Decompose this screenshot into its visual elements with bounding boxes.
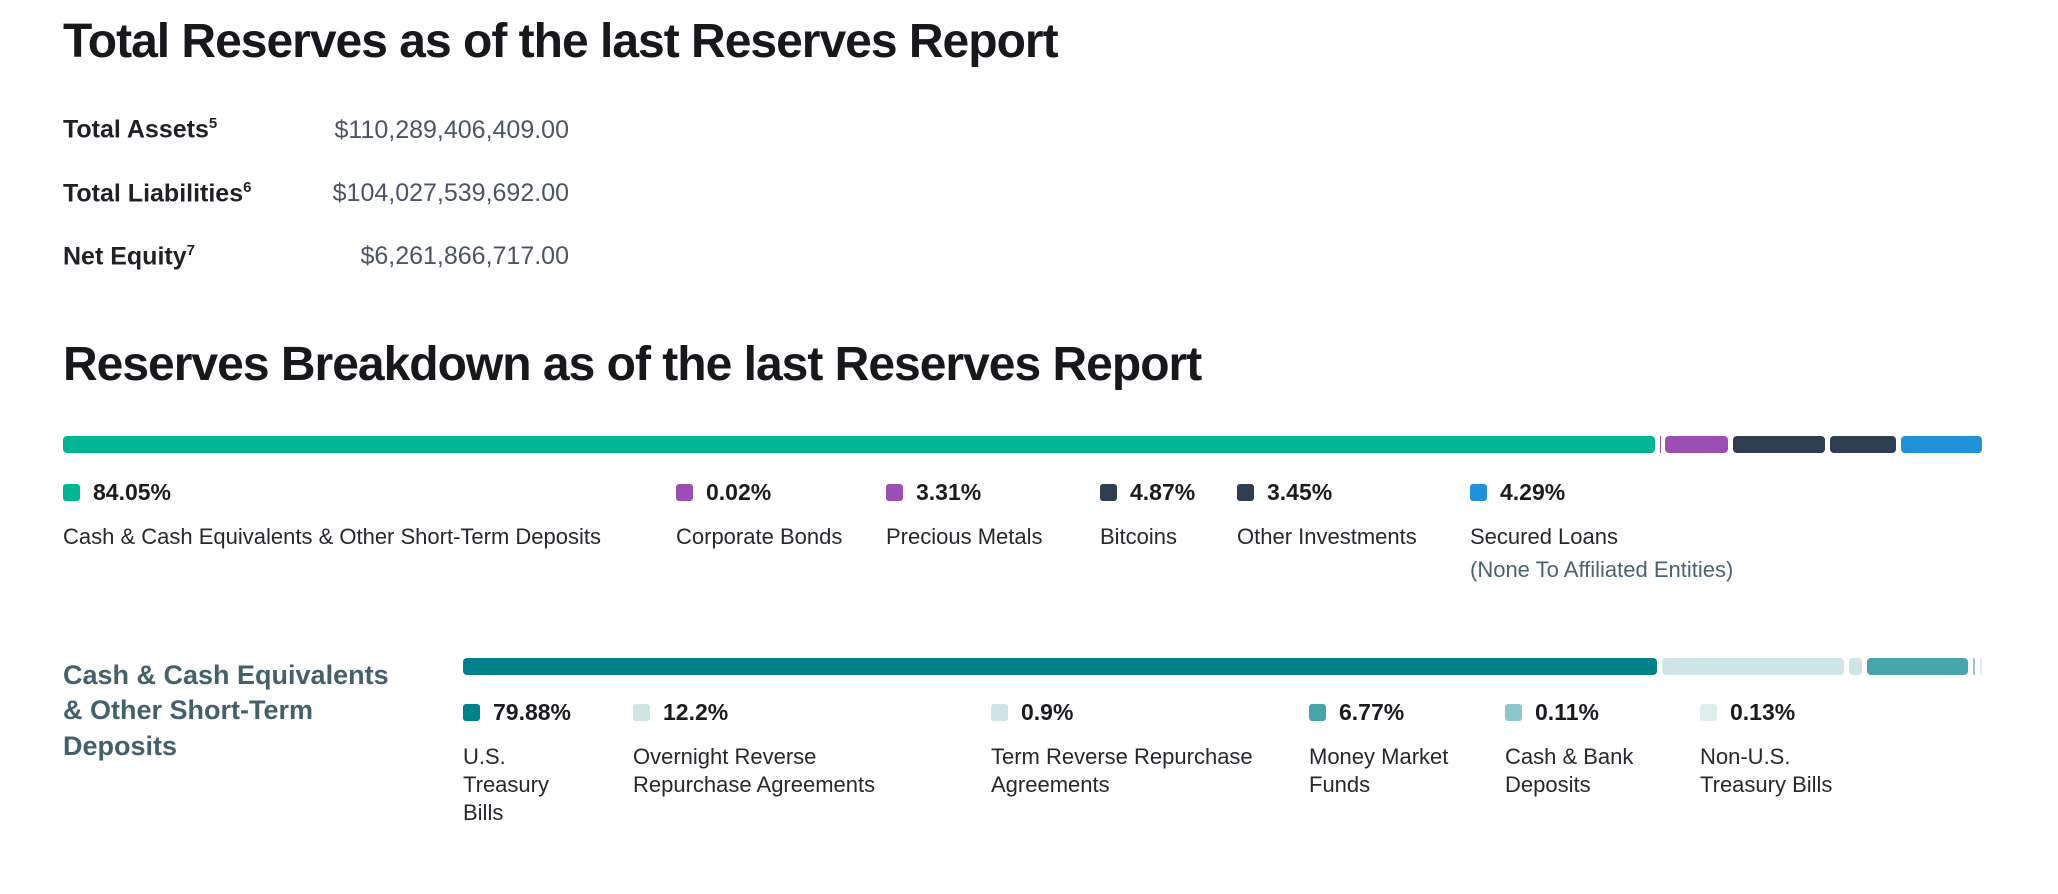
legend-percent: 0.13% bbox=[1730, 698, 1796, 725]
total-assets-label: Total Assets5 bbox=[63, 115, 218, 144]
net-equity-label: Net Equity7 bbox=[63, 241, 195, 271]
legend-item-overnight-reverse-repo: 12.2% Overnight Reverse Repurchase Agree… bbox=[633, 699, 991, 827]
bar-segment-secured-loans bbox=[1900, 436, 1983, 454]
legend-swatch bbox=[1309, 703, 1326, 721]
reserves-breakdown-title: Reserves Breakdown as of the last Reserv… bbox=[63, 338, 1202, 392]
cash-equivalents-section: Cash & Cash Equivalents & Other Short-Te… bbox=[63, 657, 1982, 827]
bar-segment-term-reverse-repo bbox=[1848, 657, 1863, 675]
totals-summary: Total Assets5 $110,289,406,409.00 Total … bbox=[63, 115, 1982, 271]
legend-swatch bbox=[1505, 703, 1522, 721]
legend-label: Overnight Reverse Repurchase Agreements bbox=[633, 743, 876, 797]
legend-percent: 0.11% bbox=[1535, 698, 1599, 725]
cash-equivalents-section-label: Cash & Cash Equivalents & Other Short-Te… bbox=[63, 659, 389, 761]
legend-label: Other Investments bbox=[1237, 524, 1417, 550]
legend-label: Non-U.S. Treasury Bills bbox=[1700, 743, 1833, 797]
legend-item-other-investments: 3.45% Other Investments bbox=[1237, 479, 1470, 583]
legend-swatch bbox=[633, 703, 650, 721]
legend-item-term-reverse-repo: 0.9% Term Reverse Repurchase Agreements bbox=[991, 699, 1309, 827]
bar-segment-non-us-treasury-bills bbox=[1980, 657, 1982, 675]
legend-percent: 6.77% bbox=[1339, 698, 1405, 725]
reserves-breakdown-legend: 84.05% Cash & Cash Equivalents & Other S… bbox=[63, 479, 1982, 583]
legend-label: Secured Loans bbox=[1470, 524, 1618, 550]
legend-item-precious-metals: 3.31% Precious Metals bbox=[886, 479, 1100, 583]
legend-percent: 3.31% bbox=[916, 479, 982, 506]
total-assets-row: Total Assets5 $110,289,406,409.00 bbox=[63, 115, 1982, 144]
legend-percent: 0.9% bbox=[1021, 698, 1074, 725]
legend-item-cash-bank-deposits: 0.11% Cash & Bank Deposits bbox=[1505, 699, 1700, 827]
legend-swatch bbox=[991, 703, 1008, 721]
legend-item-cash-equivalents: 84.05% Cash & Cash Equivalents & Other S… bbox=[63, 479, 676, 583]
legend-percent: 3.45% bbox=[1267, 479, 1333, 506]
legend-item-us-treasury-bills: 79.88% U.S. Treasury Bills bbox=[463, 699, 633, 827]
legend-item-corporate-bonds: 0.02% Corporate Bonds bbox=[676, 479, 886, 583]
total-liabilities-row: Total Liabilities6 $104,027,539,692.00 bbox=[63, 179, 1982, 208]
bar-segment-other-investments bbox=[1830, 436, 1896, 454]
bar-segment-money-market-funds bbox=[1867, 657, 1969, 675]
footnote-ref: 5 bbox=[208, 115, 218, 133]
legend-percent: 79.88% bbox=[493, 698, 572, 725]
total-liabilities-label: Total Liabilities6 bbox=[63, 178, 252, 207]
footnote-ref: 7 bbox=[186, 241, 195, 259]
legend-label: U.S. Treasury Bills bbox=[463, 743, 549, 825]
legend-item-non-us-treasury-bills: 0.13% Non-U.S. Treasury Bills bbox=[1700, 699, 1982, 827]
legend-swatch bbox=[463, 703, 480, 721]
bar-segment-us-treasury-bills bbox=[463, 657, 1657, 675]
legend-label: Bitcoins bbox=[1100, 524, 1178, 550]
bar-segment-precious-metals bbox=[1665, 436, 1729, 454]
cash-equivalents-legend: 79.88% U.S. Treasury Bills 12.2% Overnig… bbox=[463, 699, 1982, 827]
legend-percent: 4.29% bbox=[1500, 479, 1566, 506]
legend-swatch bbox=[676, 484, 693, 502]
legend-label: Money Market Funds bbox=[1309, 743, 1449, 797]
cash-equivalents-bar bbox=[463, 657, 1982, 675]
reserves-breakdown-bar bbox=[63, 436, 1983, 454]
bar-segment-bitcoins bbox=[1733, 436, 1826, 454]
total-liabilities-value: $104,027,539,692.00 bbox=[332, 178, 569, 207]
net-equity-value: $6,261,866,717.00 bbox=[360, 242, 569, 271]
legend-label: Cash & Bank Deposits bbox=[1505, 743, 1634, 797]
bar-segment-cash-bank-deposits bbox=[1973, 657, 1976, 675]
net-equity-row: Net Equity7 $6,261,866,717.00 bbox=[63, 242, 1982, 271]
legend-percent: 4.87% bbox=[1130, 479, 1196, 506]
legend-percent: 84.05% bbox=[93, 479, 172, 506]
legend-sublabel: (None To Affiliated Entities) bbox=[1470, 556, 1734, 582]
total-reserves-title: Total Reserves as of the last Reserves R… bbox=[63, 15, 1059, 68]
legend-swatch bbox=[886, 484, 903, 502]
legend-swatch bbox=[1470, 484, 1487, 502]
bar-segment-cash-equivalents bbox=[63, 436, 1656, 454]
cash-equivalents-detail: 79.88% U.S. Treasury Bills 12.2% Overnig… bbox=[463, 657, 1982, 827]
legend-label: Precious Metals bbox=[886, 524, 1043, 550]
legend-item-bitcoins: 4.87% Bitcoins bbox=[1100, 479, 1237, 583]
total-assets-value: $110,289,406,409.00 bbox=[334, 115, 570, 144]
legend-swatch bbox=[63, 484, 80, 502]
legend-swatch bbox=[1700, 703, 1717, 721]
legend-swatch bbox=[1237, 484, 1254, 502]
legend-item-secured-loans: 4.29% Secured Loans (None To Affiliated … bbox=[1470, 479, 1982, 583]
legend-percent: 12.2% bbox=[663, 698, 729, 725]
legend-label: Corporate Bonds bbox=[676, 524, 843, 550]
legend-label: Cash & Cash Equivalents & Other Short-Te… bbox=[63, 524, 602, 550]
legend-percent: 0.02% bbox=[706, 479, 772, 506]
legend-item-money-market-funds: 6.77% Money Market Funds bbox=[1309, 699, 1505, 827]
legend-label: Term Reverse Repurchase Agreements bbox=[991, 743, 1253, 797]
legend-swatch bbox=[1100, 484, 1117, 502]
reserves-report-page: Total Reserves as of the last Reserves R… bbox=[63, 15, 1983, 827]
bar-segment-overnight-reverse-repo bbox=[1661, 657, 1844, 675]
footnote-ref: 6 bbox=[243, 178, 252, 196]
